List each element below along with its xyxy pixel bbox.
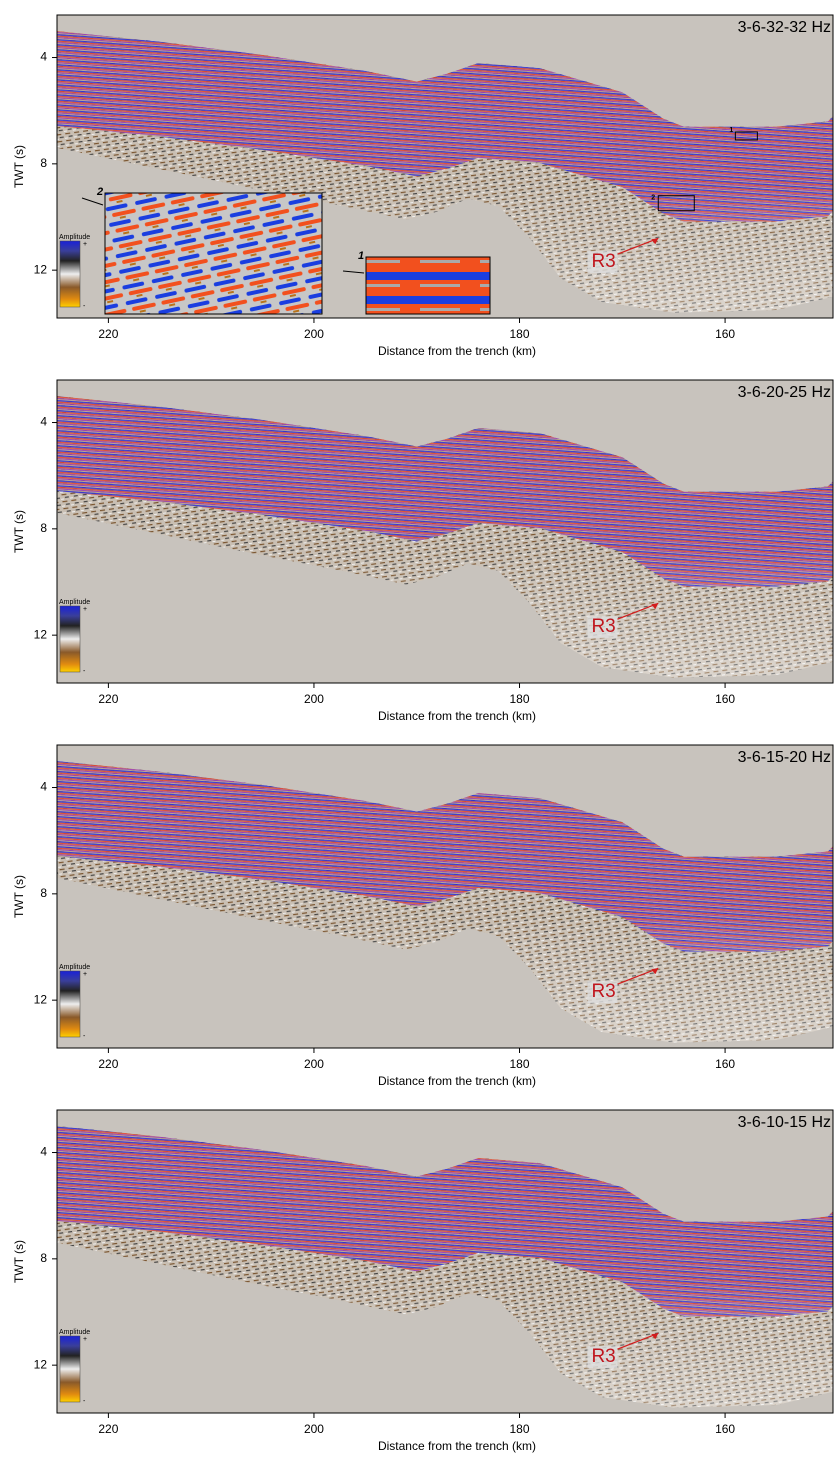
- y-tick-label: 12: [34, 262, 48, 276]
- colorbar-max: +: [83, 1336, 87, 1343]
- inset-label: 2: [651, 195, 655, 202]
- y-tick-label: 8: [40, 156, 47, 170]
- annotation-arrow: [617, 602, 659, 620]
- inset-label: 2: [96, 186, 103, 198]
- fade: [57, 395, 833, 678]
- colorbar-label: Amplitude: [59, 964, 90, 971]
- colorbar-min: -: [83, 668, 86, 675]
- annotation: R3: [591, 251, 615, 272]
- y-tick-label: 8: [40, 1251, 47, 1265]
- y-tick-label: 12: [34, 1357, 48, 1371]
- x-tick-label: 180: [510, 327, 530, 341]
- frame: [56, 1109, 834, 1414]
- colorbar: [59, 970, 81, 1038]
- fade: [57, 30, 833, 313]
- frame: [56, 379, 834, 684]
- frame: [56, 14, 834, 319]
- x-axis-title: Distance from the trench (km): [378, 709, 536, 723]
- arrow-head: [651, 238, 659, 245]
- annotation-bg: [587, 981, 618, 1004]
- x-axis-title: Distance from the trench (km): [378, 344, 536, 358]
- x-tick-label: 160: [715, 1057, 735, 1071]
- panel-title: 3-6-15-20 Hz: [738, 749, 831, 766]
- frame: [56, 744, 834, 1049]
- arrow-head: [651, 1333, 659, 1340]
- colorbar: [59, 605, 81, 673]
- colorbar-min: -: [83, 1033, 86, 1040]
- x-tick-label: 200: [304, 327, 324, 341]
- y-tick-label: 4: [40, 780, 47, 794]
- x-tick-label: 180: [510, 1057, 530, 1071]
- y-tick-label: 4: [40, 415, 47, 429]
- annotation-arrow: [617, 1332, 659, 1350]
- x-tick-label: 160: [715, 1422, 735, 1436]
- inset-box: [734, 131, 758, 141]
- fade: [57, 1125, 833, 1408]
- annotation-arrow: [617, 967, 659, 985]
- y-tick-label: 12: [34, 627, 48, 641]
- inset: [365, 256, 491, 315]
- colorbar-label: Amplitude: [59, 1329, 90, 1336]
- x-tick-label: 220: [98, 692, 118, 706]
- colorbar-label: Amplitude: [59, 234, 90, 241]
- annotation-bg: [587, 251, 618, 274]
- y-axis-title: TWT (s): [12, 145, 26, 188]
- x-axis-title: Distance from the trench (km): [378, 1439, 536, 1453]
- panel-title: 3-6-10-15 Hz: [738, 1114, 831, 1131]
- inset-arrow: [81, 197, 104, 206]
- colorbar-max: +: [83, 241, 87, 248]
- y-axis-title: TWT (s): [12, 875, 26, 918]
- annotation: R3: [591, 616, 615, 637]
- panel: 4 8 12 220 200 180 160 Distance from the trench…: [12, 1109, 834, 1453]
- annotation-bg: [587, 616, 618, 639]
- y-tick-label: 4: [40, 50, 47, 64]
- panel-title: 3-6-20-25 Hz: [738, 384, 831, 401]
- y-axis-title: TWT (s): [12, 1240, 26, 1283]
- colorbar-max: +: [83, 971, 87, 978]
- x-tick-label: 220: [98, 1057, 118, 1071]
- annotation: R3: [591, 1346, 615, 1367]
- x-tick-label: 160: [715, 327, 735, 341]
- x-tick-label: 200: [304, 1057, 324, 1071]
- x-tick-label: 180: [510, 692, 530, 706]
- colorbar-min: -: [83, 303, 86, 310]
- panel: 4 8 12 220 200 180 160 Distance from the trench…: [12, 744, 834, 1088]
- annotation-bg: [587, 1346, 618, 1369]
- arrow-head: [651, 603, 659, 610]
- inset-box: [657, 195, 695, 212]
- panel-title: 3-6-32-32 Hz: [738, 19, 831, 36]
- colorbar: [59, 1335, 81, 1403]
- inset-arrow: [342, 270, 365, 274]
- colorbar-max: +: [83, 606, 87, 613]
- colorbar-label: Amplitude: [59, 599, 90, 606]
- y-tick-label: 8: [40, 521, 47, 535]
- y-tick-label: 12: [34, 992, 48, 1006]
- annotation: R3: [591, 981, 615, 1002]
- x-tick-label: 180: [510, 1422, 530, 1436]
- y-tick-label: 8: [40, 886, 47, 900]
- inset-label: 1: [729, 127, 733, 134]
- y-tick-label: 4: [40, 1145, 47, 1159]
- x-axis-title: Distance from the trench (km): [378, 1074, 536, 1088]
- colorbar: [59, 240, 81, 308]
- annotation-arrow: [617, 237, 659, 255]
- fade: [57, 760, 833, 1043]
- y-axis-title: TWT (s): [12, 510, 26, 553]
- colorbar-min: -: [83, 1398, 86, 1405]
- x-tick-label: 220: [98, 1422, 118, 1436]
- x-tick-label: 200: [304, 692, 324, 706]
- x-tick-label: 220: [98, 327, 118, 341]
- inset-label: 1: [358, 250, 364, 262]
- inset: [104, 192, 323, 315]
- x-tick-label: 160: [715, 692, 735, 706]
- panel: 4 8 12 220 200 180 160 Distance from the trench…: [12, 379, 834, 723]
- x-tick-label: 200: [304, 1422, 324, 1436]
- arrow-head: [651, 968, 659, 975]
